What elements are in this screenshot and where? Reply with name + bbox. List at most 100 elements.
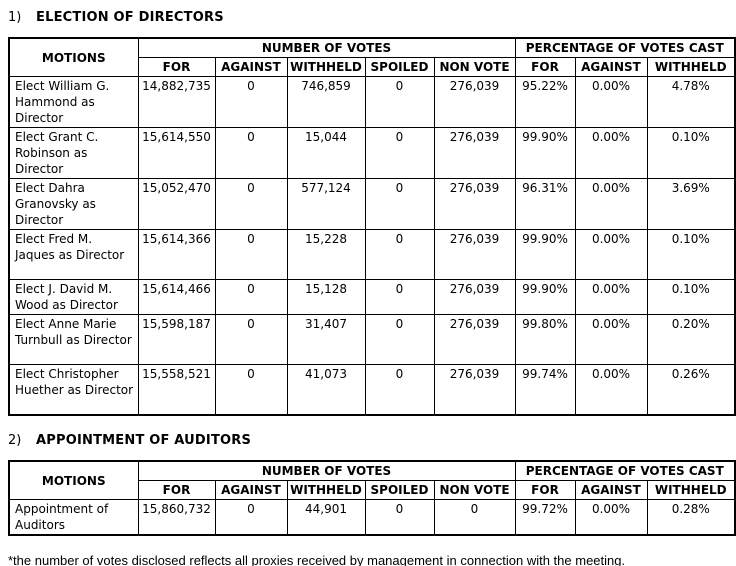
non-vote-cell: 276,039	[433, 178, 516, 230]
for-column-header: FOR	[137, 480, 216, 500]
spoiled-cell: 0	[364, 127, 435, 179]
pct-for-cell: 99.90%	[514, 229, 576, 280]
withheld-cell: 41,073	[286, 364, 366, 416]
against-cell: 0	[214, 364, 288, 416]
withheld-cell: 577,124	[286, 178, 366, 230]
against-cell: 0	[214, 76, 288, 128]
against-column-header: AGAINST	[214, 57, 288, 77]
motion-cell: Elect Grant C. Robinson as Director	[8, 127, 139, 179]
pct-withheld-cell: 0.10%	[646, 127, 736, 179]
withheld-column-header: WITHHELD	[286, 480, 366, 500]
motion-cell: Elect Anne Marie Turnbull as Director	[8, 314, 139, 365]
non-vote-column-header: NON VOTE	[433, 480, 516, 500]
pct-withheld-cell: 0.10%	[646, 279, 736, 315]
non-vote-cell: 276,039	[433, 76, 516, 128]
motion-cell: Elect Fred M. Jaques as Director	[8, 229, 139, 280]
pct-withheld-cell: 0.20%	[646, 314, 736, 365]
pct-for-cell: 99.90%	[514, 279, 576, 315]
against-cell: 0	[214, 127, 288, 179]
non-vote-column-header: NON VOTE	[433, 57, 516, 77]
section-1-number: 1)	[8, 10, 22, 25]
pct-withheld-cell: 3.69%	[646, 178, 736, 230]
pct-for-cell: 96.31%	[514, 178, 576, 230]
number-of-votes-group-header: NUMBER OF VOTES	[137, 37, 516, 58]
non-vote-cell: 276,039	[433, 364, 516, 416]
non-vote-cell: 276,039	[433, 314, 516, 365]
for-cell: 15,860,732	[137, 499, 216, 536]
pct-withheld-cell: 0.28%	[646, 499, 736, 536]
table-row: Elect Christopher Huether as Director 15…	[8, 364, 736, 416]
spoiled-cell: 0	[364, 279, 435, 315]
withheld-cell: 44,901	[286, 499, 366, 536]
for-cell: 15,558,521	[137, 364, 216, 416]
table-row: Elect Dahra Granovsky as Director 15,052…	[8, 178, 736, 230]
non-vote-cell: 0	[433, 499, 516, 536]
for-cell: 15,614,366	[137, 229, 216, 280]
sub-header-row: FOR AGAINST WITHHELD SPOILED NON VOTE FO…	[9, 480, 736, 500]
for-column-header: FOR	[137, 57, 216, 77]
pct-against-cell: 0.00%	[574, 229, 648, 280]
motions-column-header: MOTIONS	[8, 460, 139, 500]
withheld-cell: 15,044	[286, 127, 366, 179]
spoiled-cell: 0	[364, 229, 435, 280]
pct-against-cell: 0.00%	[574, 178, 648, 230]
pct-against-cell: 0.00%	[574, 76, 648, 128]
pct-for-column-header: FOR	[514, 57, 576, 77]
pct-against-cell: 0.00%	[574, 499, 648, 536]
pct-against-column-header: AGAINST	[574, 57, 648, 77]
spoiled-cell: 0	[364, 178, 435, 230]
motion-cell: Elect Dahra Granovsky as Director	[8, 178, 139, 230]
pct-against-cell: 0.00%	[574, 127, 648, 179]
group-header-row: MOTIONS NUMBER OF VOTES PERCENTAGE OF VO…	[8, 460, 736, 500]
percentage-of-votes-cast-group-header: PERCENTAGE OF VOTES CAST	[514, 37, 736, 58]
spoiled-cell: 0	[364, 314, 435, 365]
motions-column-header: MOTIONS	[8, 37, 139, 77]
spoiled-cell: 0	[364, 76, 435, 128]
table-row: Elect William G. Hammond as Director 14,…	[8, 76, 736, 128]
pct-withheld-cell: 4.78%	[646, 76, 736, 128]
table-row: Appointment of Auditors 15,860,732 0 44,…	[8, 499, 736, 536]
sub-header-row: FOR AGAINST WITHHELD SPOILED NON VOTE FO…	[9, 57, 736, 77]
withheld-cell: 15,228	[286, 229, 366, 280]
pct-withheld-cell: 0.10%	[646, 229, 736, 280]
against-cell: 0	[214, 178, 288, 230]
pct-for-column-header: FOR	[514, 480, 576, 500]
table-row: Elect Grant C. Robinson as Director 15,6…	[8, 127, 736, 179]
pct-against-cell: 0.00%	[574, 364, 648, 416]
non-vote-cell: 276,039	[433, 127, 516, 179]
footnote: *the number of votes disclosed reflects …	[8, 553, 626, 566]
against-cell: 0	[214, 229, 288, 280]
section-1-heading: 1) ELECTION OF DIRECTORS	[8, 10, 736, 25]
group-header-row: MOTIONS NUMBER OF VOTES PERCENTAGE OF VO…	[8, 37, 736, 77]
pct-against-column-header: AGAINST	[574, 480, 648, 500]
pct-against-cell: 0.00%	[574, 314, 648, 365]
table-row: Elect J. David M. Wood as Director 15,61…	[8, 279, 736, 315]
pct-for-cell: 99.80%	[514, 314, 576, 365]
pct-withheld-column-header: WITHHELD	[646, 480, 736, 500]
section-2-number: 2)	[8, 433, 22, 448]
election-of-directors-table: MOTIONS NUMBER OF VOTES PERCENTAGE OF VO…	[8, 37, 736, 416]
number-of-votes-group-header: NUMBER OF VOTES	[137, 460, 516, 481]
motion-cell: Elect Christopher Huether as Director	[8, 364, 139, 416]
table-row: Elect Anne Marie Turnbull as Director 15…	[8, 314, 736, 365]
section-2-heading: 2) APPOINTMENT OF AUDITORS	[8, 433, 736, 448]
pct-against-cell: 0.00%	[574, 279, 648, 315]
against-cell: 0	[214, 279, 288, 315]
appointment-of-auditors-table: MOTIONS NUMBER OF VOTES PERCENTAGE OF VO…	[8, 460, 736, 536]
section-1-title: ELECTION OF DIRECTORS	[36, 10, 224, 25]
motion-cell: Elect J. David M. Wood as Director	[8, 279, 139, 315]
table-row: Elect Fred M. Jaques as Director 15,614,…	[8, 229, 736, 280]
non-vote-cell: 276,039	[433, 279, 516, 315]
against-cell: 0	[214, 499, 288, 536]
for-cell: 14,882,735	[137, 76, 216, 128]
for-cell: 15,614,550	[137, 127, 216, 179]
against-column-header: AGAINST	[214, 480, 288, 500]
for-cell: 15,052,470	[137, 178, 216, 230]
withheld-cell: 31,407	[286, 314, 366, 365]
section-2-title: APPOINTMENT OF AUDITORS	[36, 433, 252, 448]
pct-for-cell: 99.90%	[514, 127, 576, 179]
against-cell: 0	[214, 314, 288, 365]
pct-for-cell: 99.74%	[514, 364, 576, 416]
percentage-of-votes-cast-group-header: PERCENTAGE OF VOTES CAST	[514, 460, 736, 481]
